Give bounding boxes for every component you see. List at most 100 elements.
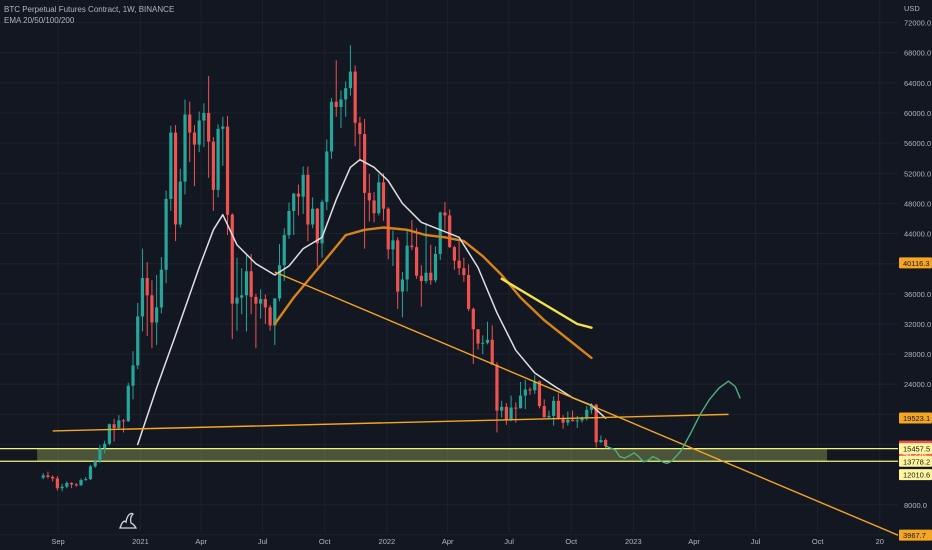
y-tick-label: 72000.0 bbox=[904, 19, 931, 28]
candle bbox=[93, 459, 97, 468]
price-tag-label: 15457.5 bbox=[903, 445, 930, 454]
x-axis: Sep 2021 Apr Jul Oct 2022 Apr Jul Oct 2023 Apr Jul O… bbox=[51, 537, 884, 546]
candle-body bbox=[296, 193, 301, 197]
candle-body bbox=[51, 476, 55, 479]
candle-body bbox=[249, 271, 253, 297]
candle-body bbox=[311, 208, 315, 225]
candle bbox=[542, 399, 546, 418]
candle-body bbox=[471, 308, 475, 330]
candle-body bbox=[528, 389, 532, 391]
candle-body bbox=[169, 132, 173, 199]
candle bbox=[268, 305, 272, 331]
y-tick-label: 28000.0 bbox=[904, 350, 931, 359]
candle-body bbox=[150, 295, 154, 323]
candle-body bbox=[396, 240, 400, 292]
price-tag: 19523.1 bbox=[899, 412, 932, 424]
price-tag-bg bbox=[899, 412, 932, 424]
candle bbox=[88, 464, 93, 480]
y-tick-label: 32000.0 bbox=[904, 320, 931, 329]
candle-body bbox=[566, 419, 570, 423]
candle bbox=[202, 103, 206, 147]
candle-body bbox=[429, 272, 433, 281]
candle bbox=[98, 445, 102, 463]
candle bbox=[306, 166, 310, 242]
candle-body bbox=[202, 113, 206, 121]
x-tick-label: Oct bbox=[565, 537, 578, 546]
candle-body bbox=[367, 192, 371, 201]
candle-body bbox=[235, 297, 239, 304]
logo-icon bbox=[119, 512, 138, 529]
candle-body bbox=[164, 198, 168, 270]
x-tick-label: 20 bbox=[876, 537, 884, 546]
price-tag-label: 3967.7 bbox=[903, 531, 926, 540]
price-tag-bg bbox=[899, 529, 932, 541]
candle bbox=[457, 241, 461, 275]
symbol-title: BTC Perpetual Futures Contract, 1W, BINA… bbox=[4, 5, 175, 14]
candle bbox=[60, 483, 64, 492]
candle-body bbox=[69, 482, 74, 485]
candle-body bbox=[339, 99, 343, 107]
candle bbox=[443, 201, 447, 230]
candle bbox=[140, 248, 145, 332]
y-tick-label: 24000.0 bbox=[904, 380, 931, 389]
candle bbox=[254, 293, 258, 349]
candle bbox=[103, 440, 107, 454]
candle bbox=[485, 321, 490, 345]
candle bbox=[495, 362, 499, 433]
candle bbox=[155, 275, 159, 346]
projection-path[interactable] bbox=[604, 380, 741, 465]
candle-body bbox=[585, 409, 589, 418]
candle bbox=[320, 199, 324, 258]
candle bbox=[131, 351, 135, 400]
candle bbox=[414, 228, 419, 279]
candle-body bbox=[306, 174, 310, 225]
candle-body bbox=[594, 404, 598, 443]
candle bbox=[424, 223, 428, 284]
candle-body bbox=[244, 271, 249, 296]
x-tick-label: Oct bbox=[812, 537, 825, 546]
trendlines[interactable] bbox=[52, 271, 899, 536]
candle-body bbox=[410, 245, 414, 248]
candle-body bbox=[348, 71, 353, 89]
candle-body bbox=[523, 389, 527, 396]
candle-body bbox=[400, 279, 405, 292]
candle bbox=[296, 184, 301, 216]
candle-body bbox=[391, 240, 395, 250]
candle-body bbox=[533, 381, 537, 391]
x-tick-label: Jul bbox=[258, 537, 268, 546]
price-tag-label: 19523.1 bbox=[903, 414, 930, 423]
candle bbox=[74, 482, 78, 487]
candle bbox=[311, 197, 315, 229]
ema-20-line bbox=[136, 158, 607, 446]
y-tick-label: 64000.0 bbox=[904, 79, 931, 88]
candle-body bbox=[424, 272, 428, 282]
candle-body bbox=[504, 406, 508, 420]
candle bbox=[315, 207, 319, 267]
price-tag-bg bbox=[899, 257, 932, 269]
candle bbox=[46, 471, 50, 479]
candle bbox=[372, 192, 376, 223]
y-tick-label: 8000.0 bbox=[904, 501, 927, 510]
candle bbox=[263, 294, 267, 324]
candle bbox=[599, 435, 603, 444]
x-tick-label: Jul bbox=[504, 537, 514, 546]
candle-body bbox=[79, 479, 83, 486]
candle-body bbox=[443, 212, 447, 216]
candle-body bbox=[292, 193, 296, 211]
candle bbox=[448, 209, 452, 248]
candle bbox=[69, 482, 74, 489]
price-tag: 12010.6 bbox=[899, 469, 932, 481]
candle-body bbox=[485, 339, 490, 343]
candle-body bbox=[117, 420, 121, 428]
x-tick-label: Apr bbox=[195, 537, 207, 546]
y-tick-label: 68000.0 bbox=[904, 49, 931, 58]
y-tick-label: 56000.0 bbox=[904, 139, 931, 148]
candle bbox=[145, 262, 149, 337]
candle bbox=[282, 228, 286, 282]
candle bbox=[259, 289, 263, 319]
candle bbox=[377, 174, 381, 216]
candle bbox=[173, 125, 178, 242]
candle-body bbox=[514, 407, 518, 409]
candle-body bbox=[263, 299, 267, 308]
